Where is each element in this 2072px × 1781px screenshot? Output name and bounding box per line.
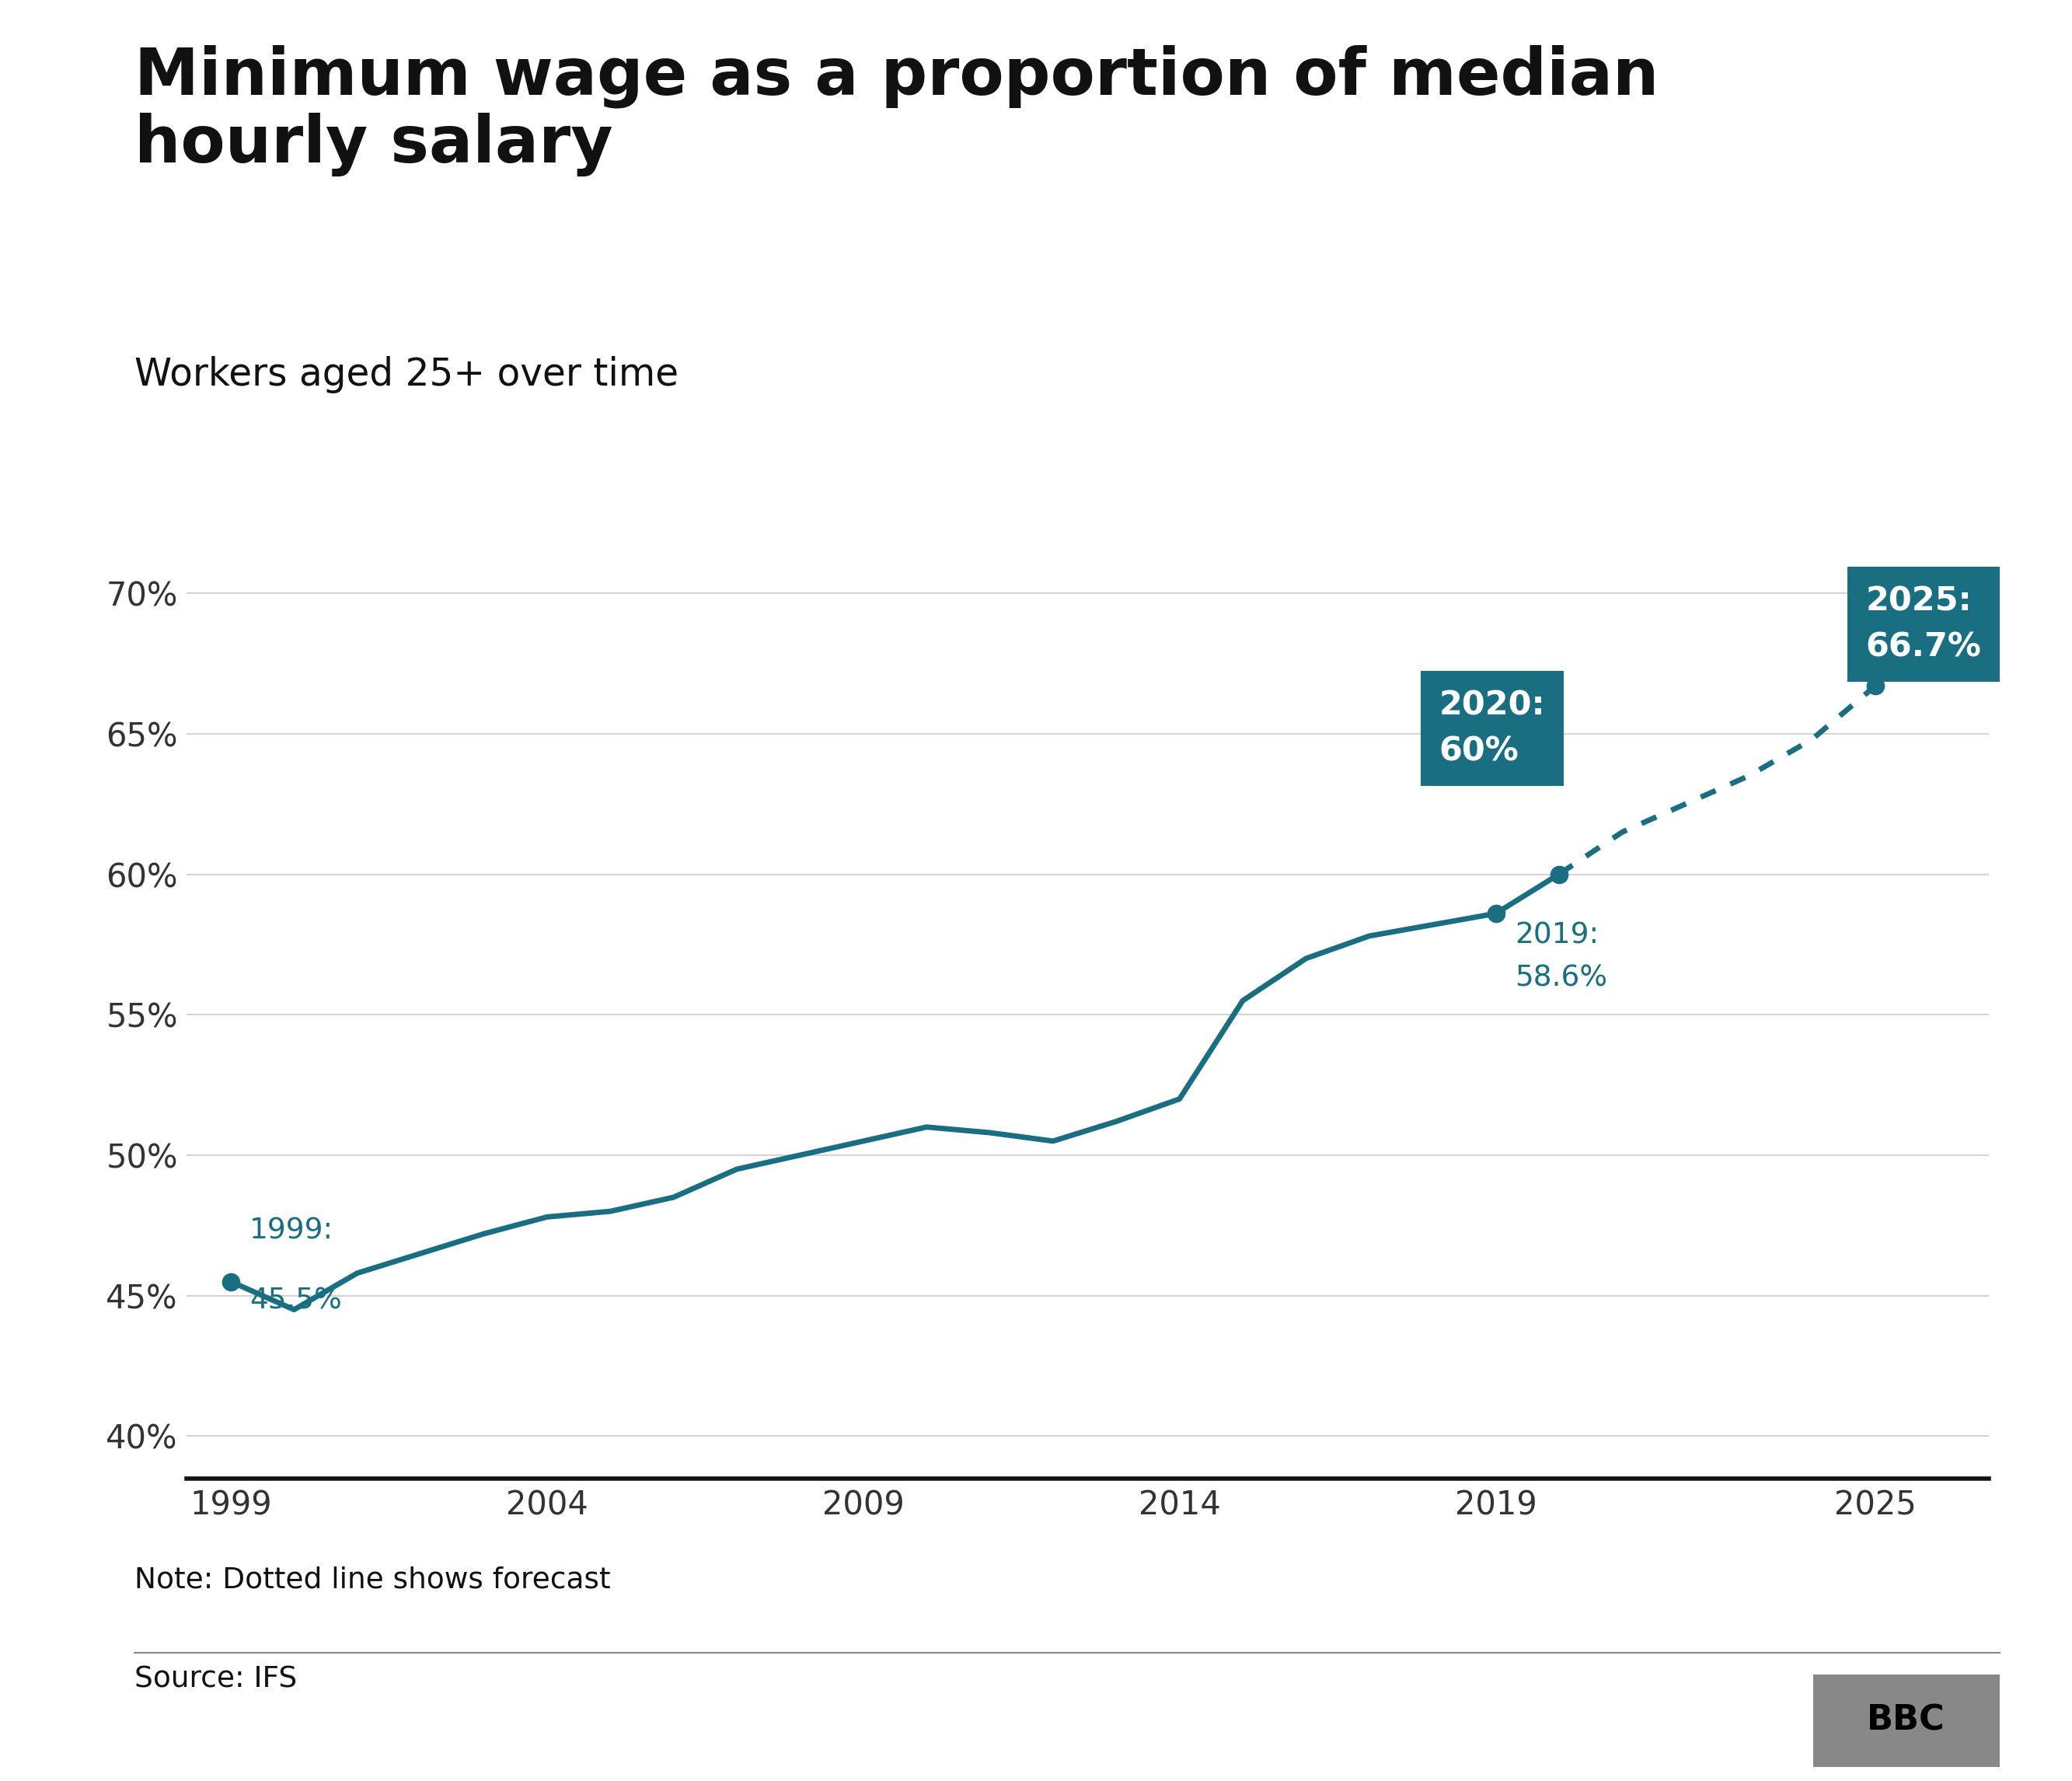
Text: Minimum wage as a proportion of median
hourly salary: Minimum wage as a proportion of median h…: [135, 45, 1660, 176]
Text: BBC: BBC: [1867, 1704, 1946, 1736]
Text: Workers aged 25+ over time: Workers aged 25+ over time: [135, 356, 680, 394]
Text: Source: IFS: Source: IFS: [135, 1665, 296, 1694]
Text: 2020:
60%: 2020: 60%: [1438, 689, 1546, 768]
Text: Note: Dotted line shows forecast: Note: Dotted line shows forecast: [135, 1565, 611, 1594]
Text: 58.6%: 58.6%: [1515, 964, 1608, 992]
Text: 2025:
66.7%: 2025: 66.7%: [1865, 586, 1981, 664]
Text: 2019:: 2019:: [1515, 923, 1600, 949]
Text: 1999:: 1999:: [251, 1216, 334, 1245]
Text: 45.5%: 45.5%: [251, 1288, 342, 1314]
